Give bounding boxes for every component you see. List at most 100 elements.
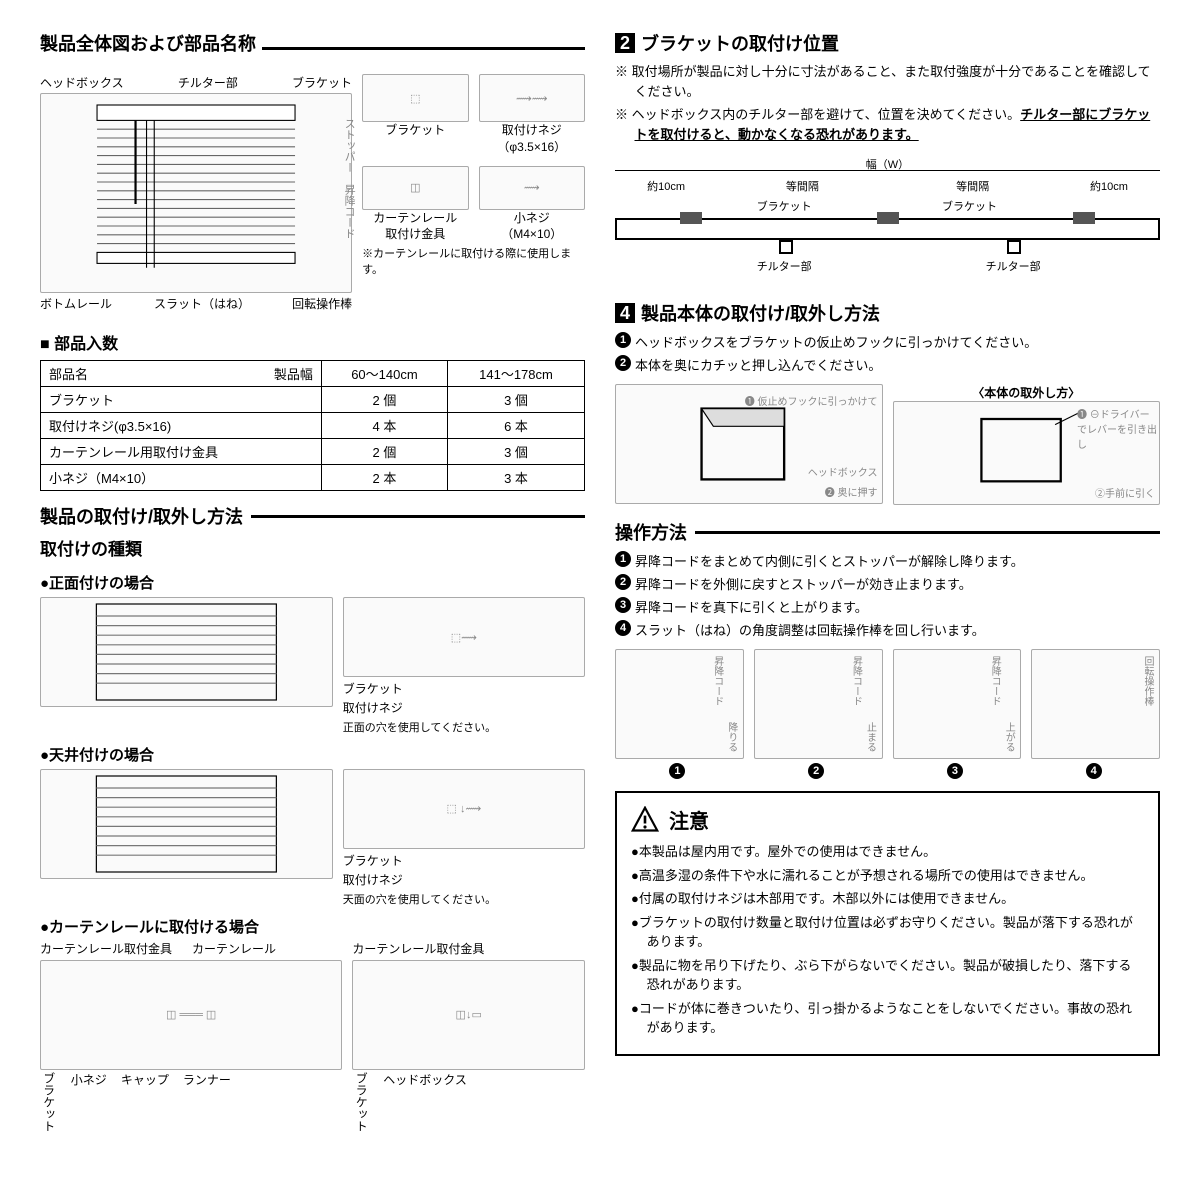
label-headbox: ヘッドボックス xyxy=(40,74,124,91)
rail-label-smallscrew: 小ネジ xyxy=(71,1072,107,1132)
ceiling-bracket-diagram: ⬚ ↓⟿ xyxy=(343,769,585,849)
rail-label-rail: カーテンレール xyxy=(192,941,276,958)
attach-diagram: ❶ 仮止めフックに引っかけて ヘッドボックス ❷ 奥に押す xyxy=(615,384,883,504)
label-bracket2: ブラケット xyxy=(362,122,468,139)
railfitting-icon: ◫ xyxy=(362,166,468,210)
rail-label-runner: ランナー xyxy=(183,1072,231,1132)
operation-heading: 操作方法 xyxy=(615,519,1160,545)
diag-10cm-l: 約10cm xyxy=(615,178,717,194)
op-step3: 3昇降コードを真下に引くと上がります。 xyxy=(615,597,1160,616)
op-step1: 1昇降コードをまとめて内側に引くとストッパーが解除し降ります。 xyxy=(615,551,1160,570)
rail-label-fitting: カーテンレール取付金具 xyxy=(40,941,172,958)
front-blind-diagram xyxy=(40,597,333,707)
detach-title: 〈本体の取外し方〉 xyxy=(893,384,1161,401)
rail-assembly-diagram: ◫ ═══ ◫ xyxy=(40,960,342,1070)
attach-headbox-label: ヘッドボックス xyxy=(808,464,878,479)
label-bottomrail: ボトムレール xyxy=(40,295,112,312)
rail-note: ※カーテンレールに取付ける際に使用します。 xyxy=(362,247,585,278)
label-screw: 取付けネジ （φ3.5×16） xyxy=(479,122,585,156)
section4-step2: 2本体を奥にカチッと押し込んでください。 xyxy=(615,355,1160,374)
caution-title: 注意 xyxy=(631,805,1144,834)
op-step2: 2昇降コードを外側に戻すとストッパーが効き止まります。 xyxy=(615,574,1160,593)
detach-pull-label: ②手前に引く xyxy=(1095,485,1155,500)
install-heading: 製品の取付け/取外し方法 xyxy=(40,503,585,529)
diag-equal-2: 等間隔 xyxy=(888,178,1058,194)
table-row: カーテンレール用取付け金具2 個3 個 xyxy=(41,439,585,465)
label-railfitting: カーテンレール 取付け金具 xyxy=(362,210,468,244)
label-slat: スラット（はね） xyxy=(154,295,250,312)
diag-bracket-lbl2: ブラケット xyxy=(942,198,997,214)
caution-item: ●製品に物を吊り下げたり、ぶら下がらないでください。製品が破損したり、落下する恐… xyxy=(631,956,1144,995)
diag-tilter-lbl1: チルター部 xyxy=(757,258,812,274)
operation-figures: 昇降コード 降りる 1 昇降コード 止まる 2 昇降コード 上がる 3 回転操作… xyxy=(615,649,1160,779)
section2-note1: ※ 取付場所が製品に対し十分に寸法があること、また取付強度が十分であることを確認… xyxy=(615,62,1160,101)
caution-box: 注意 ●本製品は屋内用です。屋外での使用はできません。 ●高温多湿の条件下や水に… xyxy=(615,791,1160,1056)
detach-lever-label: ❶ ⊖ドライバーでレバーを引き出し xyxy=(1077,406,1157,451)
diag-equal-1: 等間隔 xyxy=(717,178,887,194)
label-stopper: ストッパー xyxy=(341,118,357,173)
op-step4: 4スラット（はね）の角度調整は回転操作棒を回し行います。 xyxy=(615,620,1160,639)
overview-diagram: ストッパー 昇降コード xyxy=(40,93,352,293)
rail-mount-label: ●カーテンレールに取付ける場合 xyxy=(40,916,585,937)
rail-label-bracket: ブラケット xyxy=(40,1072,57,1132)
label-smallscrew: 小ネジ （M4×10） xyxy=(479,210,585,244)
rail-label-bracket2: ブラケット xyxy=(352,1072,369,1132)
label-cord: 昇降コード xyxy=(341,184,357,239)
overview-row: ヘッドボックス チルター部 ブラケット xyxy=(40,74,585,312)
front-label-screw: 取付けネジ xyxy=(343,700,585,717)
install-types: 取付けの種類 xyxy=(40,535,585,560)
screw-icon: ⟿⟿ xyxy=(479,74,585,122)
rail-label-cap: キャップ xyxy=(121,1072,169,1132)
front-note: 正面の穴を使用してください。 xyxy=(343,721,585,736)
detach-diagram: ❶ ⊖ドライバーでレバーを引き出し ②手前に引く xyxy=(893,401,1161,505)
op-fig4: 回転操作棒 xyxy=(1031,649,1160,759)
front-mount-row: ⬚⟿ ブラケット 取付けネジ 正面の穴を使用してください。 xyxy=(40,597,585,736)
th-name: 部品名 xyxy=(49,364,88,383)
attach-push-label: ❷ 奥に押す xyxy=(825,484,878,499)
rail-label-fitting2: カーテンレール取付金具 xyxy=(352,941,585,958)
table-row: 小ネジ（M4×10）2 本3 本 xyxy=(41,465,585,491)
parts-icons: ⬚ ブラケット ⟿⟿ 取付けネジ （φ3.5×16） ◫ カーテンレール 取付け… xyxy=(362,74,585,278)
front-bracket-diagram: ⬚⟿ xyxy=(343,597,585,677)
bracket-position-diagram: 幅（W） 約10cm 等間隔 等間隔 約10cm ブラケット ブラケット チルタ… xyxy=(615,156,1160,286)
overview-heading: 製品全体図および部品名称 xyxy=(40,30,585,66)
ceiling-label-screw: 取付けネジ xyxy=(343,872,585,889)
ceiling-label-bracket: ブラケット xyxy=(343,853,585,870)
left-column: 製品全体図および部品名称 ヘッドボックス チルター部 ブラケット xyxy=(40,30,585,1170)
rail-label-headbox: ヘッドボックス xyxy=(383,1072,467,1132)
caution-item: ●ブラケットの取付け数量と取付け位置は必ずお守りください。製品が落下する恐れがあ… xyxy=(631,913,1144,952)
ceiling-mount-row: ⬚ ↓⟿ ブラケット 取付けネジ 天面の穴を使用してください。 xyxy=(40,769,585,908)
overview-top-labels: ヘッドボックス チルター部 ブラケット xyxy=(40,74,352,91)
op-fig1: 昇降コード 降りる xyxy=(615,649,744,759)
th-col2: 141～178cm xyxy=(447,361,584,387)
caution-item: ●本製品は屋内用です。屋外での使用はできません。 xyxy=(631,842,1144,862)
attach-hook-label: ❶ 仮止めフックに引っかけて xyxy=(745,393,878,408)
smallscrew-icon: ⟿ xyxy=(479,166,585,210)
table-row: 取付けネジ(φ3.5×16)4 本6 本 xyxy=(41,413,585,439)
label-tilter: チルター部 xyxy=(178,74,238,91)
section2-heading: 2 ブラケットの取付け位置 xyxy=(615,30,1160,56)
label-wand: 回転操作棒 xyxy=(292,295,352,312)
overview-bottom-labels: ボトムレール スラット（はね） 回転操作棒 xyxy=(40,295,352,312)
op-fig2: 昇降コード 止まる xyxy=(754,649,883,759)
diag-bracket-lbl1: ブラケット xyxy=(757,198,812,214)
section4-step1: 1ヘッドボックスをブラケットの仮止めフックに引っかけてください。 xyxy=(615,332,1160,351)
ceiling-note: 天面の穴を使用してください。 xyxy=(343,893,585,908)
ceiling-blind-diagram xyxy=(40,769,333,879)
section4-diagrams: ❶ 仮止めフックに引っかけて ヘッドボックス ❷ 奥に押す 〈本体の取外し方〉 … xyxy=(615,384,1160,505)
section4-heading: 4 製品本体の取付け/取外し方法 xyxy=(615,300,1160,326)
front-mount-label: ●正面付けの場合 xyxy=(40,572,585,593)
parts-table-title: ■ 部品入数 xyxy=(40,330,585,354)
section2-note2: ※ ヘッドボックス内のチルター部を避けて、位置を決めてください。チルター部にブラ… xyxy=(615,105,1160,144)
rail-mount-row: カーテンレール取付金具 カーテンレール ◫ ═══ ◫ ブラケット 小ネジ キャ… xyxy=(40,941,585,1132)
caution-item: ●高温多湿の条件下や水に濡れることが予想される場所での使用はできません。 xyxy=(631,866,1144,886)
th-width: 製品幅 xyxy=(274,364,313,383)
diag-10cm-r: 約10cm xyxy=(1058,178,1160,194)
table-row: ブラケット2 個3 個 xyxy=(41,387,585,413)
front-label-bracket: ブラケット xyxy=(343,681,585,698)
op-fig3: 昇降コード 上がる xyxy=(893,649,1022,759)
bracket-icon: ⬚ xyxy=(362,74,468,122)
label-bracket: ブラケット xyxy=(292,74,352,91)
rail-side-diagram: ◫↓▭ xyxy=(352,960,585,1070)
caution-item: ●コードが体に巻きついたり、引っ掛かるようなことをしないでください。事故の恐れが… xyxy=(631,999,1144,1038)
